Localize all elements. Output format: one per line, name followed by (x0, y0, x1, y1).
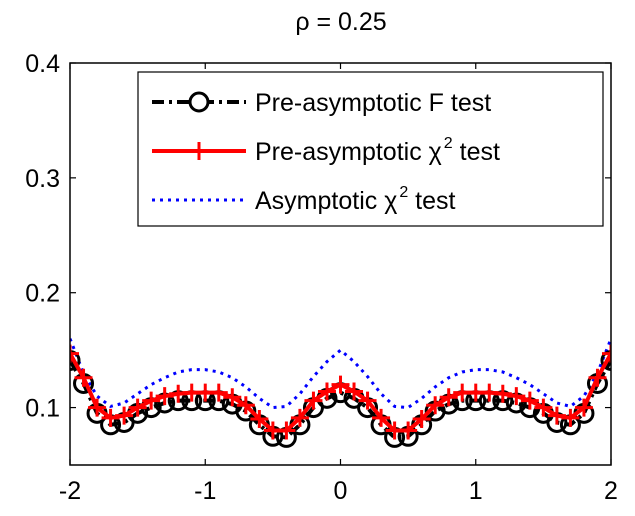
data-point (331, 375, 350, 394)
data-point (128, 398, 147, 417)
data-point (345, 382, 364, 401)
series-line (70, 338, 611, 410)
data-point (317, 382, 336, 401)
legend-marker (188, 91, 210, 113)
data-point (304, 391, 323, 410)
data-point (602, 344, 611, 363)
y-tick-label: 0.3 (25, 165, 60, 193)
x-tick-label: 0 (334, 477, 348, 505)
legend-entry: Pre-asymptotic F test (152, 89, 491, 117)
data-point (236, 396, 255, 415)
chart-title: ρ = 0.25 (295, 8, 386, 36)
x-tick-label: -2 (59, 477, 81, 505)
data-point (439, 388, 458, 407)
data-point (493, 384, 512, 403)
y-tick-label: 0.2 (25, 280, 60, 308)
data-point (88, 398, 107, 417)
data-point (277, 421, 296, 440)
data-point (561, 408, 580, 427)
y-tick-label: 0.1 (25, 395, 60, 423)
data-point (70, 349, 81, 371)
data-point (358, 391, 377, 410)
data-point (115, 406, 134, 425)
data-point (426, 396, 445, 415)
x-axis: -2 -1 0 1 2 (59, 63, 618, 505)
data-point (70, 344, 79, 363)
data-point (155, 387, 174, 406)
data-point (507, 387, 526, 406)
data-point (290, 408, 309, 427)
data-point (74, 368, 93, 387)
data-point (574, 398, 593, 417)
legend-marker (190, 142, 208, 160)
x-tick-label: -1 (194, 477, 216, 505)
x-tick-label: 2 (604, 477, 618, 505)
data-point (101, 408, 120, 427)
y-tick-label: 0.4 (25, 50, 60, 78)
data-point (412, 410, 431, 429)
series-0 (70, 349, 611, 448)
data-point (588, 368, 607, 387)
data-point (547, 406, 566, 425)
x-tick-label: 1 (469, 477, 483, 505)
data-point (520, 391, 539, 410)
data-point (600, 349, 611, 371)
y-axis: 0.1 0.2 0.3 0.4 (25, 50, 611, 423)
series-1 (70, 344, 611, 440)
data-point (142, 391, 161, 410)
data-point (250, 410, 269, 429)
series-layer (70, 338, 611, 448)
data-point (209, 383, 228, 402)
data-point (372, 408, 391, 427)
data-point (399, 421, 418, 440)
data-point (534, 398, 553, 417)
legend-label: Pre-asymptotic F test (255, 89, 491, 117)
series-2 (70, 338, 611, 410)
data-point (223, 388, 242, 407)
